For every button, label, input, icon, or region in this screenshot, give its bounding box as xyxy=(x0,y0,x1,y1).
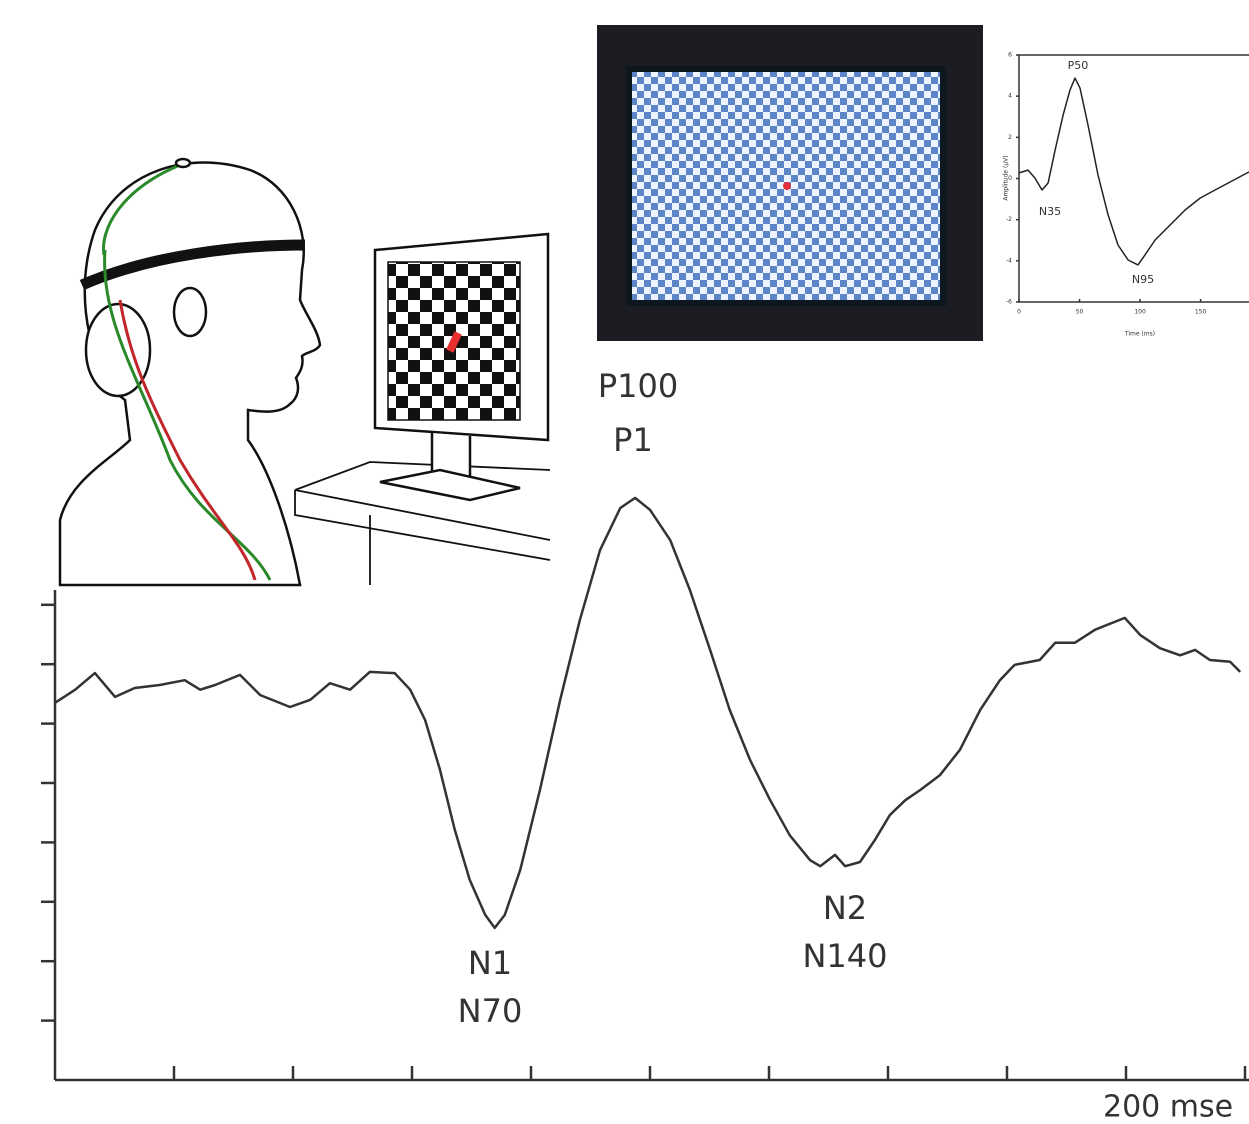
peak-label: N35 xyxy=(1039,205,1061,218)
figure: 200 mseP100P1N1N70N2N140050100150-6-4-20… xyxy=(0,0,1249,1124)
page: 200 mseP100P1N1N70N2N140050100150-6-4-20… xyxy=(0,0,1249,1124)
y-tick-label: -6 xyxy=(1006,299,1012,306)
y-tick-label: -2 xyxy=(1006,216,1012,223)
peak-label: N140 xyxy=(802,937,887,975)
x-tick-label: 150 xyxy=(1195,309,1207,316)
peak-label: P100 xyxy=(598,367,678,405)
x-tick-label: 50 xyxy=(1076,309,1084,316)
peak-label: P50 xyxy=(1068,59,1089,72)
peak-label: N70 xyxy=(458,992,523,1030)
peak-label: P1 xyxy=(613,421,653,459)
y-tick-label: 2 xyxy=(1008,134,1012,141)
y-tick-label: -4 xyxy=(1006,257,1012,264)
stimulus-photo xyxy=(597,25,983,341)
x-tick-label: 100 xyxy=(1134,309,1146,316)
y-axis-title: Amplitude (µV) xyxy=(1003,155,1010,200)
y-tick-label: 4 xyxy=(1008,93,1012,100)
inset-panel xyxy=(1000,48,1249,343)
x-tick-label: 0 xyxy=(1017,309,1021,316)
peak-label: N1 xyxy=(468,944,512,982)
peak-label: N2 xyxy=(823,889,867,927)
x-axis-title: Time (ms) xyxy=(1124,331,1155,338)
peak-label: N95 xyxy=(1132,273,1154,286)
x-tick-label: 200 mse xyxy=(1103,1090,1233,1124)
illustration xyxy=(60,159,550,585)
y-tick-label: 6 xyxy=(1008,52,1012,59)
